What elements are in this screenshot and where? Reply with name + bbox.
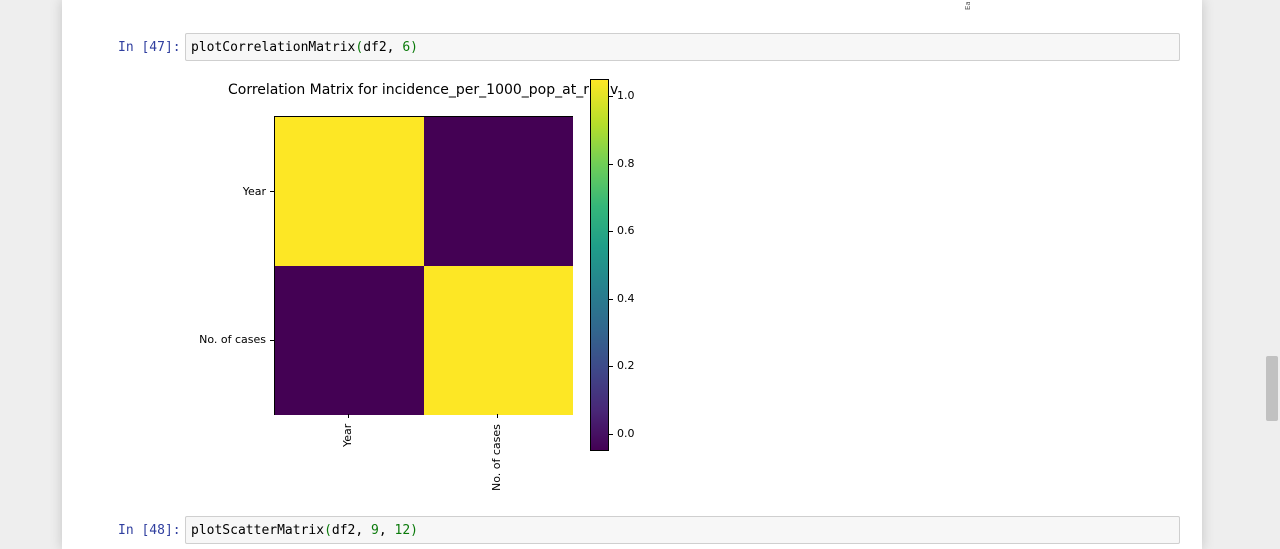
colorbar-tick-mark bbox=[609, 299, 613, 300]
code-arg-number: 6 bbox=[402, 40, 411, 55]
code-open-paren: ( bbox=[355, 40, 364, 55]
correlation-heatmap bbox=[274, 116, 573, 415]
code-arg-df: df2, bbox=[363, 40, 403, 55]
notebook-page: Ea bbox=[62, 0, 1202, 549]
colorbar-tick-label: 1.0 bbox=[617, 89, 635, 102]
colorbar-tick-label: 0.6 bbox=[617, 224, 635, 237]
colorbar-tick-mark bbox=[609, 164, 613, 165]
chart-title: Correlation Matrix for incidence_per_100… bbox=[228, 82, 609, 98]
code-input-cell-48[interactable]: plotScatterMatrix(df2, 9, 12) bbox=[185, 516, 1180, 544]
x-tick-mark bbox=[497, 414, 498, 418]
heatmap-cell-year-year bbox=[275, 117, 424, 266]
colorbar-tick-label: 0.8 bbox=[617, 157, 635, 170]
colorbar bbox=[590, 79, 609, 451]
chart-title-tail: v bbox=[610, 82, 619, 98]
x-tick-label-cases: No. of cases bbox=[490, 424, 503, 491]
colorbar-tick-mark bbox=[609, 434, 613, 435]
code-arg-df: df2, bbox=[331, 523, 372, 538]
x-tick-mark bbox=[348, 414, 349, 418]
colorbar-tick-mark bbox=[609, 231, 613, 232]
code-function-name: plotCorrelationMatrix bbox=[191, 40, 356, 55]
code-arg-number: 12 bbox=[394, 523, 411, 538]
code-function-name: plotScatterMatrix bbox=[191, 523, 325, 538]
code-open-paren: ( bbox=[324, 523, 332, 538]
code-arg-number: 9 bbox=[371, 523, 379, 538]
y-tick-label-cases: No. of cases bbox=[199, 333, 266, 346]
code-close-paren: ) bbox=[410, 523, 418, 538]
heatmap-cell-cases-cases bbox=[424, 266, 573, 415]
heatmap-cell-cases-year bbox=[275, 266, 424, 415]
cell-prompt-48: In [48]: bbox=[118, 523, 181, 538]
colorbar-tick-label: 0.2 bbox=[617, 359, 635, 372]
colorbar-tick-mark bbox=[609, 366, 613, 367]
colorbar-tick-label: 0.4 bbox=[617, 292, 635, 305]
colorbar-tick-label: 0.0 bbox=[617, 427, 635, 440]
y-tick-label-year: Year bbox=[242, 185, 266, 198]
scrollbar-thumb[interactable] bbox=[1266, 356, 1278, 421]
cell-prompt-47: In [47]: bbox=[118, 40, 181, 55]
heatmap-cell-year-cases bbox=[424, 117, 573, 266]
cut-off-axis-label: Ea bbox=[964, 1, 972, 10]
y-tick-mark bbox=[270, 340, 274, 341]
code-arg-separator: , bbox=[378, 523, 395, 538]
colorbar-tick-mark bbox=[609, 96, 613, 97]
x-tick-label-year: Year bbox=[341, 423, 354, 447]
y-tick-mark bbox=[270, 191, 274, 192]
code-input-cell-47[interactable]: plotCorrelationMatrix(df2, 6) bbox=[185, 33, 1180, 61]
code-close-paren: ) bbox=[410, 40, 418, 55]
